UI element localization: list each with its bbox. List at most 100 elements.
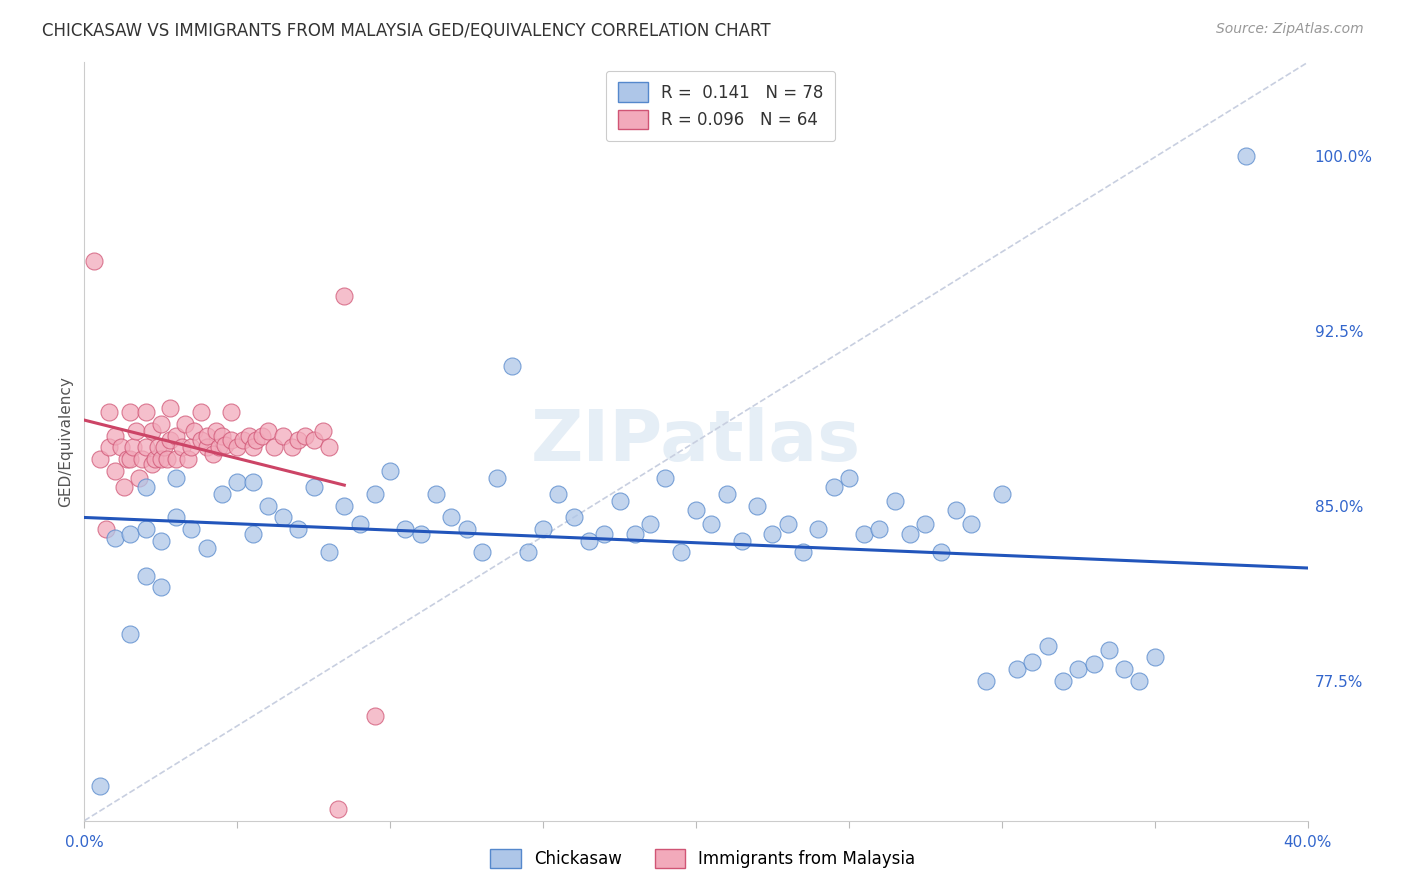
Point bbox=[333, 289, 356, 303]
Point bbox=[1114, 662, 1136, 676]
Point bbox=[159, 401, 181, 415]
Point bbox=[131, 452, 153, 467]
Point bbox=[914, 517, 936, 532]
Legend: R =  0.141   N = 78, R = 0.096   N = 64: R = 0.141 N = 78, R = 0.096 N = 64 bbox=[606, 70, 835, 141]
Point bbox=[1021, 655, 1043, 669]
Point bbox=[104, 464, 127, 478]
Point bbox=[120, 405, 142, 419]
Point bbox=[195, 428, 218, 442]
Point bbox=[141, 424, 163, 438]
Point bbox=[135, 522, 157, 536]
Point bbox=[547, 487, 569, 501]
Legend: Chickasaw, Immigrants from Malaysia: Chickasaw, Immigrants from Malaysia bbox=[484, 842, 922, 875]
Point bbox=[318, 545, 340, 559]
Point bbox=[807, 522, 830, 536]
Point bbox=[97, 405, 120, 419]
Point bbox=[172, 441, 194, 455]
Point bbox=[242, 526, 264, 541]
Point bbox=[609, 494, 631, 508]
Point bbox=[669, 545, 692, 559]
Point bbox=[1128, 673, 1150, 688]
Point bbox=[761, 526, 783, 541]
Point bbox=[165, 452, 187, 467]
Point bbox=[232, 434, 254, 448]
Point bbox=[214, 438, 236, 452]
Point bbox=[486, 471, 509, 485]
Point bbox=[853, 526, 876, 541]
Point bbox=[364, 487, 387, 501]
Point bbox=[838, 471, 860, 485]
Point bbox=[242, 475, 264, 490]
Point bbox=[257, 499, 280, 513]
Point bbox=[776, 517, 799, 532]
Point bbox=[333, 499, 356, 513]
Point bbox=[238, 428, 260, 442]
Point bbox=[1036, 639, 1059, 653]
Point bbox=[89, 779, 111, 793]
Point bbox=[638, 517, 661, 532]
Point bbox=[242, 441, 264, 455]
Point bbox=[929, 545, 952, 559]
Point bbox=[1052, 673, 1074, 688]
Point bbox=[364, 708, 387, 723]
Point bbox=[125, 424, 148, 438]
Point bbox=[149, 580, 172, 594]
Point bbox=[149, 452, 172, 467]
Point bbox=[250, 428, 273, 442]
Point bbox=[165, 428, 187, 442]
Point bbox=[201, 447, 224, 461]
Point bbox=[716, 487, 738, 501]
Point bbox=[823, 480, 845, 494]
Point bbox=[257, 424, 280, 438]
Point bbox=[425, 487, 447, 501]
Point bbox=[562, 510, 585, 524]
Text: CHICKASAW VS IMMIGRANTS FROM MALAYSIA GED/EQUIVALENCY CORRELATION CHART: CHICKASAW VS IMMIGRANTS FROM MALAYSIA GE… bbox=[42, 22, 770, 40]
Point bbox=[578, 533, 600, 548]
Point bbox=[94, 522, 117, 536]
Point bbox=[219, 434, 242, 448]
Point bbox=[177, 452, 200, 467]
Point bbox=[149, 533, 172, 548]
Point bbox=[211, 487, 233, 501]
Point bbox=[1236, 149, 1258, 163]
Point bbox=[271, 510, 294, 524]
Point bbox=[146, 441, 169, 455]
Point bbox=[287, 434, 309, 448]
Point bbox=[271, 428, 294, 442]
Point bbox=[112, 480, 135, 494]
Point bbox=[700, 517, 723, 532]
Point bbox=[302, 480, 325, 494]
Point bbox=[1083, 657, 1105, 672]
Point bbox=[174, 417, 197, 431]
Point bbox=[898, 526, 921, 541]
Point bbox=[156, 452, 179, 467]
Point bbox=[149, 417, 172, 431]
Point bbox=[208, 441, 231, 455]
Point bbox=[1005, 662, 1028, 676]
Point bbox=[190, 405, 212, 419]
Point bbox=[502, 359, 524, 373]
Point bbox=[380, 464, 402, 478]
Point bbox=[165, 471, 187, 485]
Point bbox=[471, 545, 494, 559]
Point bbox=[1098, 643, 1121, 657]
Point bbox=[211, 428, 233, 442]
Point bbox=[1143, 650, 1166, 665]
Point bbox=[245, 434, 267, 448]
Point bbox=[349, 517, 371, 532]
Point bbox=[159, 434, 181, 448]
Point bbox=[120, 452, 142, 467]
Point bbox=[287, 522, 309, 536]
Point bbox=[394, 522, 416, 536]
Point bbox=[226, 441, 249, 455]
Text: ZIPatlas: ZIPatlas bbox=[531, 407, 860, 476]
Point bbox=[883, 494, 905, 508]
Point bbox=[122, 441, 145, 455]
Point bbox=[120, 526, 142, 541]
Point bbox=[531, 522, 554, 536]
Point bbox=[976, 673, 998, 688]
Point bbox=[685, 503, 707, 517]
Point bbox=[328, 802, 350, 816]
Point bbox=[165, 510, 187, 524]
Point bbox=[183, 424, 205, 438]
